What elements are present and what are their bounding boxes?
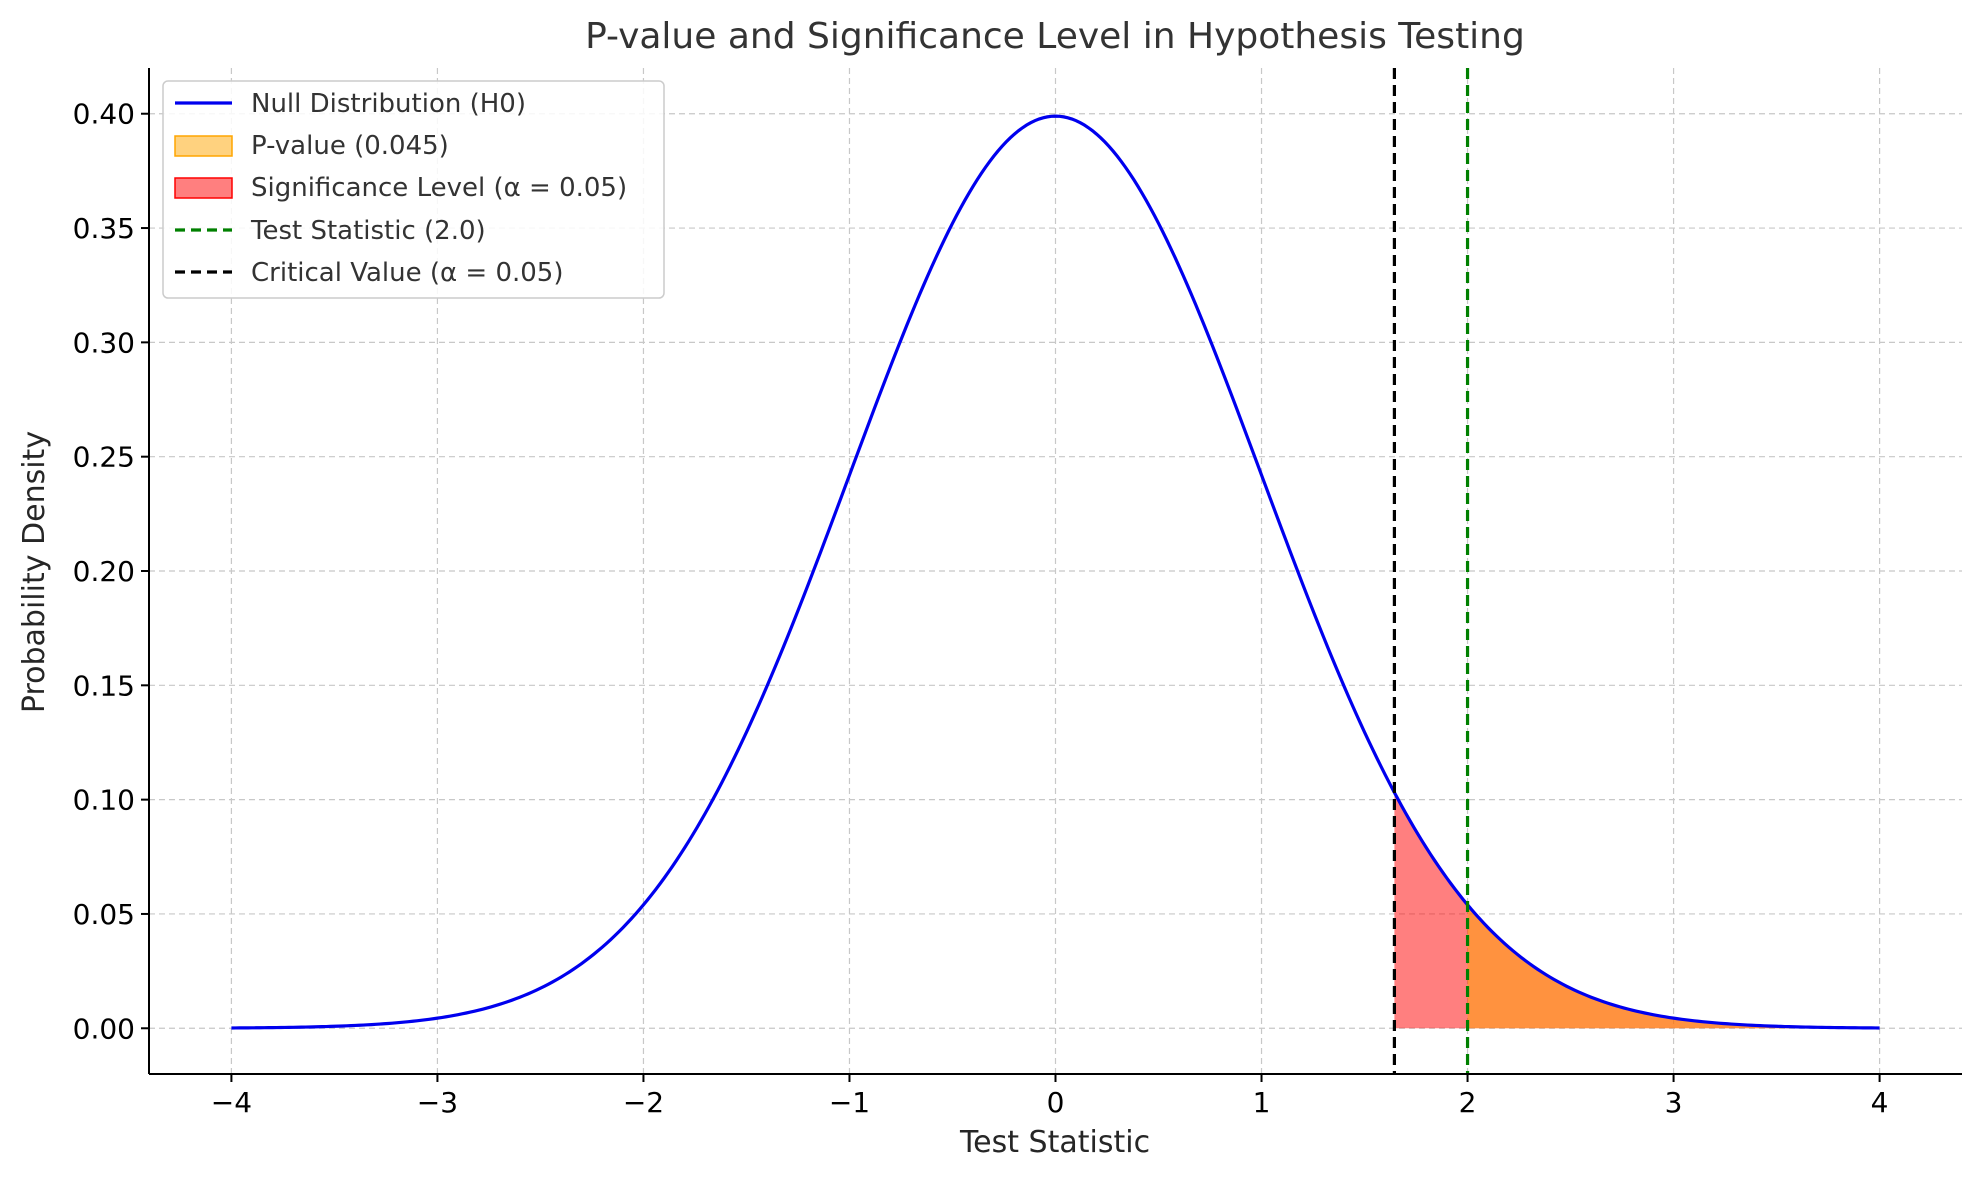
x-axis-title: Test Statistic <box>959 1125 1150 1160</box>
x-tick-label: −4 <box>211 1086 252 1119</box>
legend-label-critical-value: Critical Value (α = 0.05) <box>251 258 564 288</box>
legend-label-test-statistic: Test Statistic (2.0) <box>250 216 486 246</box>
legend-label-null-distribution: Null Distribution (H0) <box>251 89 526 119</box>
x-tick-label: −1 <box>829 1086 870 1119</box>
y-tick-label: 0.30 <box>73 326 135 359</box>
legend: Null Distribution (H0) P-value (0.045) S… <box>162 80 665 299</box>
p-value-region <box>1467 904 1880 1029</box>
y-tick-label: 0.35 <box>73 212 135 245</box>
y-tick-label: 0.20 <box>73 555 135 588</box>
x-tick-label: 2 <box>1459 1086 1477 1119</box>
y-tick-label: 0.05 <box>73 898 135 931</box>
legend-label-significance-level: Significance Level (α = 0.05) <box>251 173 627 203</box>
legend-label-p-value: P-value (0.045) <box>251 131 449 161</box>
y-tick-label: 0.25 <box>73 441 135 474</box>
y-tick-label: 0.10 <box>73 784 135 817</box>
chart-title: P-value and Significance Level in Hypoth… <box>585 16 1525 57</box>
legend-swatch-p-value <box>174 135 233 157</box>
x-tick-label: −3 <box>417 1086 458 1119</box>
x-tick-label: 3 <box>1665 1086 1683 1119</box>
y-tick-label: 0.15 <box>73 669 135 702</box>
y-tick-label: 0.40 <box>73 98 135 131</box>
x-ticks: −4 −3 −2 −1 0 1 2 3 4 <box>211 1074 1889 1119</box>
legend-swatch-significance-level <box>174 177 233 199</box>
x-tick-label: 1 <box>1253 1086 1271 1119</box>
x-tick-label: 4 <box>1871 1086 1889 1119</box>
null-distribution-curve <box>231 114 1880 1030</box>
shaded-regions <box>1394 792 1880 1029</box>
y-ticks: 0.00 0.05 0.10 0.15 0.20 0.25 0.30 0.35 0.40 <box>73 98 149 1045</box>
x-tick-label: −2 <box>623 1086 664 1119</box>
y-axis-title: Probability Density <box>17 431 52 713</box>
y-tick-label: 0.00 <box>73 1012 135 1045</box>
x-tick-label: 0 <box>1047 1086 1065 1119</box>
legend-box <box>162 80 665 299</box>
